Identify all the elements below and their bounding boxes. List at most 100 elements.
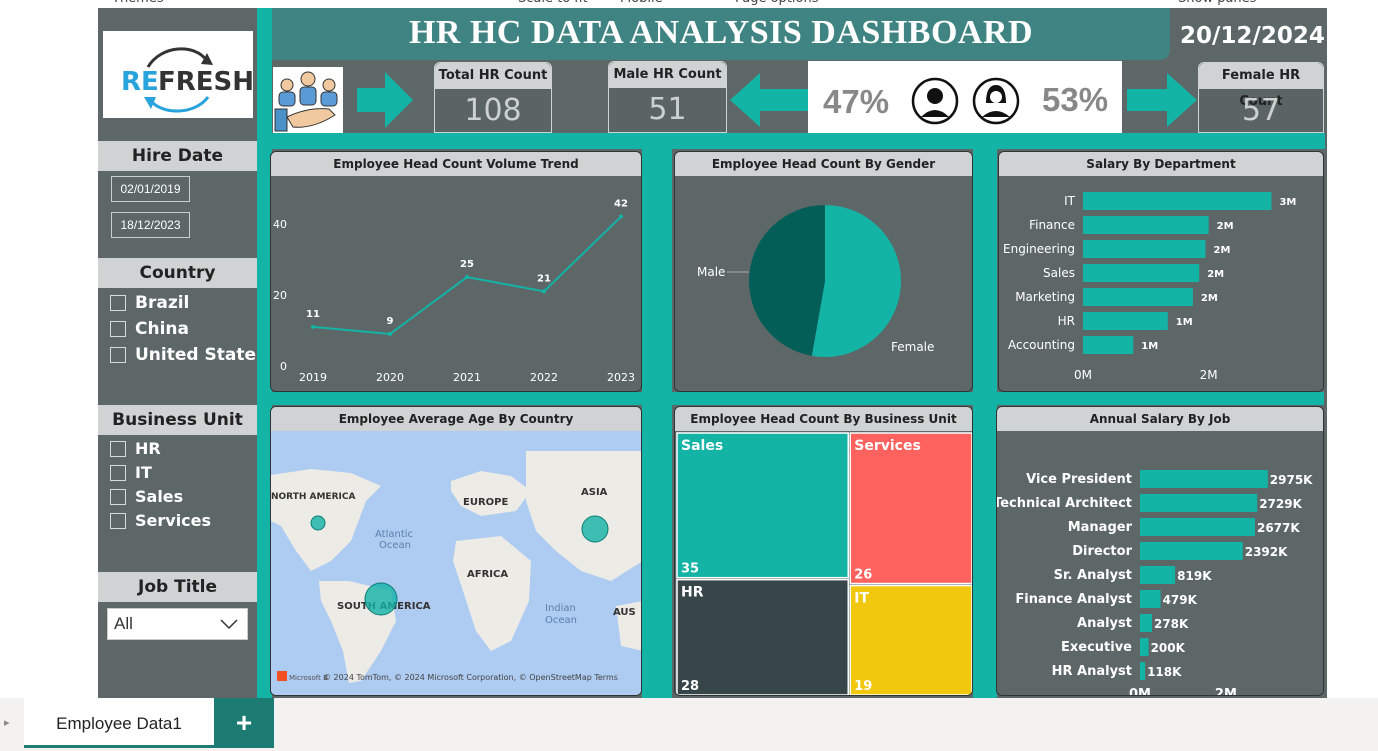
dept-label: Marketing [1015,290,1075,304]
job-value-label: 118K [1147,665,1182,679]
trend-point[interactable] [311,324,315,329]
trend-point[interactable] [619,214,623,219]
trend-point[interactable] [465,275,469,280]
dept-value-label: 2M [1201,293,1218,304]
job-bar[interactable] [1140,590,1161,608]
total-hr-count-label: Total HR Count [435,63,551,89]
bu-item-it[interactable]: IT [110,463,152,482]
treemap-label-it: IT [854,591,869,607]
trend-point[interactable] [542,289,546,294]
hire-date-start-input[interactable]: 02/01/2019 [111,176,190,202]
map-label: AFRICA [467,569,508,580]
job-bar[interactable] [1140,494,1258,512]
job-label: Sr. Analyst [1054,568,1132,583]
bu-item-sales[interactable]: Sales [110,487,183,506]
menu-scale-to-fit[interactable]: Scale to fit [518,0,588,6]
treemap-value-it: 19 [854,679,872,694]
bu-label: HR [135,439,161,458]
dept-value-label: 2M [1207,269,1224,280]
bu-label: IT [135,463,152,482]
bu-item-services[interactable]: Services [110,511,211,530]
hire-date-end-input[interactable]: 18/12/2023 [111,212,190,238]
map-attribution[interactable]: © 2024 TomTom, © 2024 Microsoft Corporat… [323,673,618,682]
map-label: Ocean [545,615,577,626]
checkbox[interactable] [110,488,126,505]
job-value-label: 819K [1177,569,1212,583]
job-bar[interactable] [1140,518,1255,536]
dept-label: HR [1058,314,1075,328]
map-label: ASIA [581,487,608,498]
menu-themes[interactable]: Themes [112,0,164,6]
pie-slice-female[interactable] [811,205,901,357]
checkbox[interactable] [110,295,126,311]
dept-value-label: 1M [1176,317,1193,328]
x-tick-label: 2M [1200,368,1218,382]
checkbox[interactable] [110,347,126,363]
sheet-tab-employee-data1[interactable]: Employee Data1 [24,698,214,748]
job-value-label: 479K [1163,593,1198,607]
annual-salary-job-chart: Vice President 2975K Technical Architect 27… [997,470,1313,695]
job-bar[interactable] [1140,470,1268,488]
trend-point[interactable] [388,332,392,336]
job-bar[interactable] [1140,566,1176,584]
add-sheet-button[interactable]: + [214,698,274,748]
dept-bar[interactable] [1083,240,1206,258]
gender-pie-panel: Employee Head Count By Gender Male Female [674,151,973,392]
annual-salary-job-panel: Annual Salary By Job Vice President 2975K… [996,406,1324,696]
dept-value-label: 3M [1279,197,1296,208]
checkbox[interactable] [110,464,126,481]
job-title-selected: All [114,614,133,633]
treemap-tile-sales[interactable] [676,432,849,579]
male-avatar-icon [911,77,959,125]
pie-slice-male[interactable] [749,205,825,356]
job-bar[interactable] [1140,638,1149,656]
bu-item-hr[interactable]: HR [110,439,161,458]
dept-label: IT [1064,194,1076,208]
arrow-left-icon [730,73,808,127]
male-hr-count-value: 51 [648,92,687,127]
bu-label: Services [135,511,212,530]
trend-data-label: 25 [460,259,474,270]
headcount-trend-chart: 0 20 40 11 2019 9 2020 25 2021 21 2022 42 2023 [273,199,635,384]
map-bubble-brazil[interactable] [364,582,398,616]
country-item-united-states[interactable]: United States [110,345,266,365]
dept-bar[interactable] [1083,288,1193,306]
dept-bar[interactable] [1083,264,1200,282]
checkbox[interactable] [110,512,126,529]
map-bubble-china[interactable] [581,515,609,543]
country-item-brazil[interactable]: Brazil [110,293,189,313]
job-bar[interactable] [1140,542,1243,560]
dept-label: Accounting [1008,338,1075,352]
dept-bar[interactable] [1083,312,1168,330]
map-bubble-united-states[interactable] [310,515,326,531]
checkbox[interactable] [110,440,126,457]
checkbox[interactable] [110,321,126,337]
business-unit-treemap[interactable]: Sales 35 Services 26 HR 28 IT 19 [675,431,973,696]
country-item-china[interactable]: China [110,319,189,339]
job-bar[interactable] [1140,614,1152,632]
job-title-dropdown[interactable]: All [107,608,248,640]
map-label: NORTH AMERICA [271,492,355,502]
treemap-tile-services[interactable] [849,432,972,585]
map-label: Indian [545,603,576,614]
menu-mobile[interactable]: Mobile [620,0,663,6]
salary-dept-panel: Salary By Department IT 3M Finance 2M Engine… [998,151,1324,392]
menu-show-panes[interactable]: Show panes [1178,0,1256,6]
female-avatar-icon [972,77,1020,125]
dept-bar[interactable] [1083,216,1209,234]
job-label: Finance Analyst [1015,592,1132,607]
teal-divider [257,133,1325,149]
world-map[interactable]: NORTH AMERICA EUROPEASIAAtlanticOceanAFRI… [271,431,642,696]
dept-bar[interactable] [1083,192,1272,210]
dept-bar[interactable] [1083,336,1134,354]
job-label: Manager [1068,520,1133,535]
job-bar[interactable] [1140,662,1146,680]
job-label: Vice President [1026,472,1132,487]
treemap-tile-it[interactable] [849,584,972,695]
business-unit-title: Employee Head Count By Business Unit [675,407,972,431]
scroll-left-icon[interactable]: ▸ [4,717,10,729]
treemap-tile-hr[interactable] [676,578,849,695]
title-band [272,8,1170,60]
refresh-logo[interactable]: RE FRESH [103,31,253,118]
menu-page-options[interactable]: Page options [735,0,818,6]
